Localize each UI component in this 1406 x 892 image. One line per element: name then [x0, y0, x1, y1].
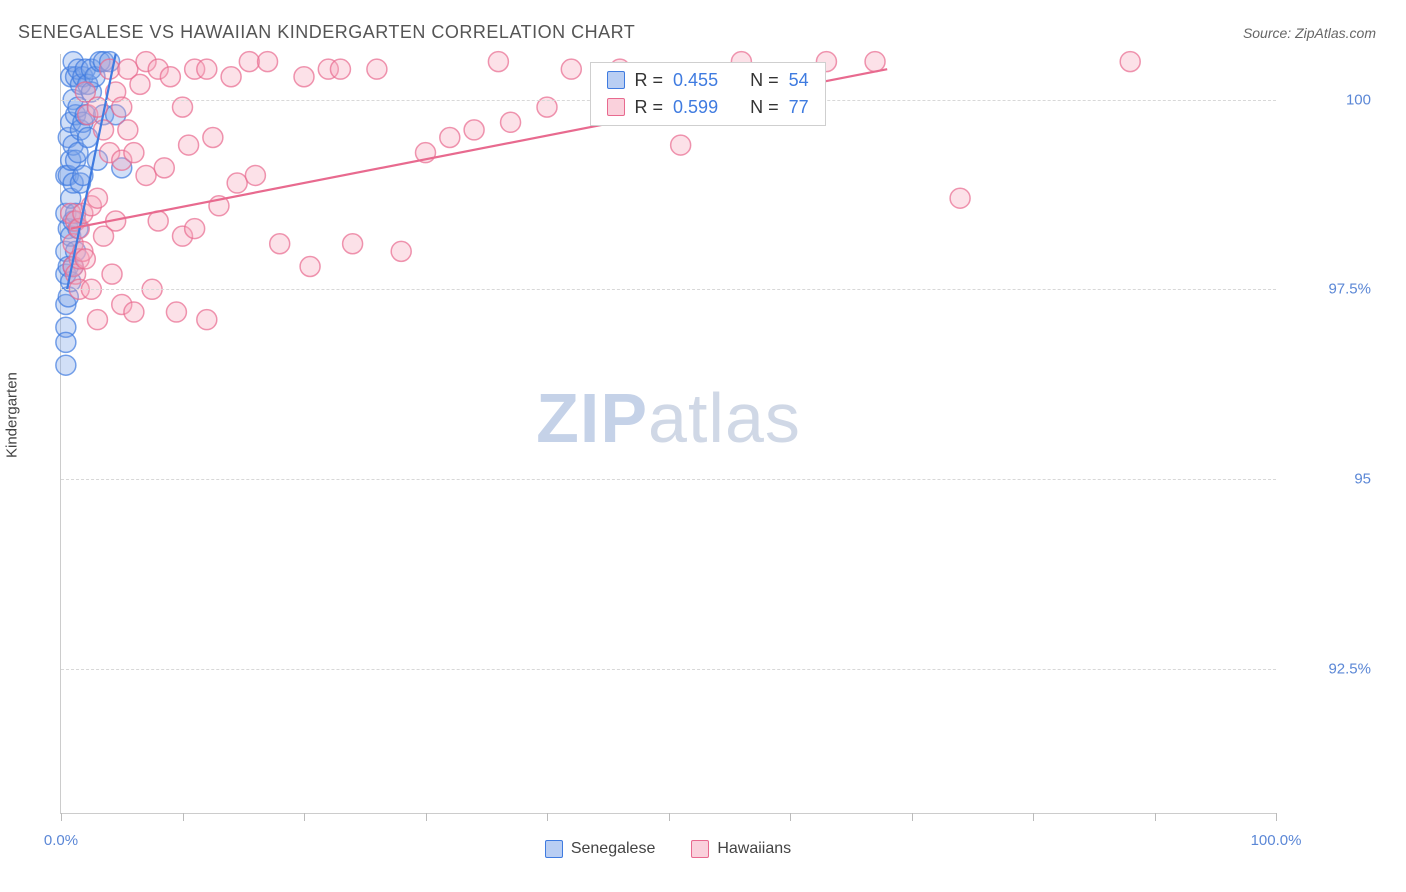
x-tick: [669, 813, 670, 821]
x-tick: [1033, 813, 1034, 821]
scatter-point: [118, 120, 138, 140]
correlation-info-box: R = 0.455 N = 54 R = 0.599 N = 77: [590, 62, 826, 126]
scatter-point: [179, 135, 199, 155]
y-tick-label: 100: [1281, 91, 1371, 108]
y-tick-label: 95: [1281, 471, 1371, 488]
x-tick: [304, 813, 305, 821]
scatter-point: [227, 173, 247, 193]
scatter-point: [148, 211, 168, 231]
scatter-point: [488, 52, 508, 72]
scatter-point: [950, 188, 970, 208]
scatter-point: [258, 52, 278, 72]
chart-header: SENEGALESE VS HAWAIIAN KINDERGARTEN CORR…: [0, 0, 1406, 51]
n-label: N =: [750, 70, 779, 91]
scatter-point: [160, 67, 180, 87]
x-tick: [183, 813, 184, 821]
swatch-hawaiians: [691, 840, 709, 858]
scatter-point: [367, 59, 387, 79]
info-swatch: [607, 71, 625, 89]
info-row: R = 0.455 N = 54: [591, 67, 825, 94]
scatter-point: [154, 158, 174, 178]
plot-area: ZIPatlas 92.5%9597.5%1000.0%100.0%R =0.4…: [60, 54, 1276, 814]
x-tick: [426, 813, 427, 821]
n-label: N =: [750, 97, 779, 118]
scatter-point: [245, 165, 265, 185]
chart-container: Kindergarten ZIPatlas 92.5%9597.5%1000.0…: [18, 54, 1376, 862]
info-swatch: [607, 98, 625, 116]
scatter-point: [671, 135, 691, 155]
scatter-point: [185, 219, 205, 239]
scatter-point: [166, 302, 186, 322]
scatter-point: [197, 310, 217, 330]
y-axis-title: Kindergarten: [4, 372, 21, 458]
legend-label-senegalese: Senegalese: [571, 840, 656, 858]
scatter-point: [865, 52, 885, 72]
r-label: R =: [635, 70, 664, 91]
info-row: R = 0.599 N = 77: [591, 94, 825, 121]
r-value: 0.599: [673, 97, 718, 118]
scatter-point: [124, 143, 144, 163]
scatter-point: [87, 188, 107, 208]
x-tick: [790, 813, 791, 821]
n-value: 54: [789, 70, 809, 91]
scatter-point: [197, 59, 217, 79]
scatter-point: [56, 355, 76, 375]
scatter-point: [270, 234, 290, 254]
y-tick-label: 97.5%: [1281, 281, 1371, 298]
scatter-point: [561, 59, 581, 79]
scatter-point: [391, 241, 411, 261]
scatter-point: [300, 257, 320, 277]
chart-svg: [61, 54, 1276, 813]
scatter-point: [239, 52, 259, 72]
scatter-point: [203, 127, 223, 147]
y-tick-label: 92.5%: [1281, 660, 1371, 677]
x-tick: [912, 813, 913, 821]
r-label: R =: [635, 97, 664, 118]
scatter-point: [94, 120, 114, 140]
x-tick: [547, 813, 548, 821]
scatter-point: [136, 165, 156, 185]
x-tick: [1276, 813, 1277, 821]
legend-bottom: Senegalese Hawaiians: [60, 840, 1276, 858]
scatter-point: [330, 59, 350, 79]
scatter-point: [440, 127, 460, 147]
scatter-point: [464, 120, 484, 140]
scatter-point: [221, 67, 241, 87]
scatter-point: [1120, 52, 1140, 72]
legend-label-hawaiians: Hawaiians: [717, 840, 791, 858]
legend-entry-hawaiians: Hawaiians: [691, 840, 791, 858]
r-value: 0.455: [673, 70, 718, 91]
scatter-point: [102, 264, 122, 284]
swatch-senegalese: [545, 840, 563, 858]
grid-line: [61, 289, 1276, 290]
scatter-point: [56, 332, 76, 352]
scatter-point: [87, 310, 107, 330]
grid-line: [61, 669, 1276, 670]
scatter-point: [100, 59, 120, 79]
legend-entry-senegalese: Senegalese: [545, 840, 656, 858]
scatter-point: [501, 112, 521, 132]
scatter-point: [294, 67, 314, 87]
scatter-point: [75, 249, 95, 269]
n-value: 77: [789, 97, 809, 118]
x-tick: [1155, 813, 1156, 821]
scatter-point: [343, 234, 363, 254]
x-tick: [61, 813, 62, 821]
scatter-point: [124, 302, 144, 322]
source-label: Source: ZipAtlas.com: [1243, 25, 1376, 41]
grid-line: [61, 479, 1276, 480]
chart-title: SENEGALESE VS HAWAIIAN KINDERGARTEN CORR…: [18, 22, 635, 43]
scatter-point: [130, 74, 150, 94]
